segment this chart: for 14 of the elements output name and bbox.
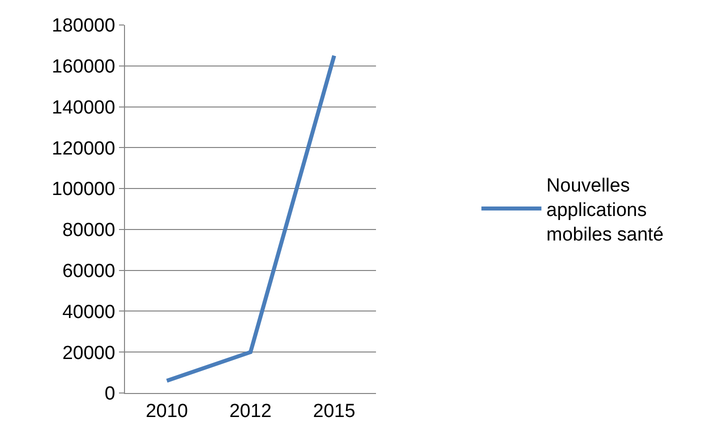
y-tick-label: 80000	[62, 220, 116, 242]
y-tick-label: 60000	[62, 260, 116, 282]
y-tick-label: 180000	[52, 16, 116, 37]
y-tick-label: 0	[104, 384, 116, 405]
x-tick-label: 2015	[313, 400, 356, 422]
x-tick-label: 2010	[146, 400, 188, 422]
y-tick-label: 120000	[52, 138, 116, 160]
y-tick-label: 40000	[62, 302, 116, 323]
x-tick-label: 2012	[229, 400, 272, 422]
y-tick-label: 20000	[62, 342, 116, 364]
legend-label: Nouvelles applications mobiles santé	[546, 175, 664, 246]
y-tick-label: 100000	[52, 179, 116, 200]
y-tick-label: 160000	[52, 56, 116, 78]
y-tick-label: 140000	[52, 97, 116, 118]
